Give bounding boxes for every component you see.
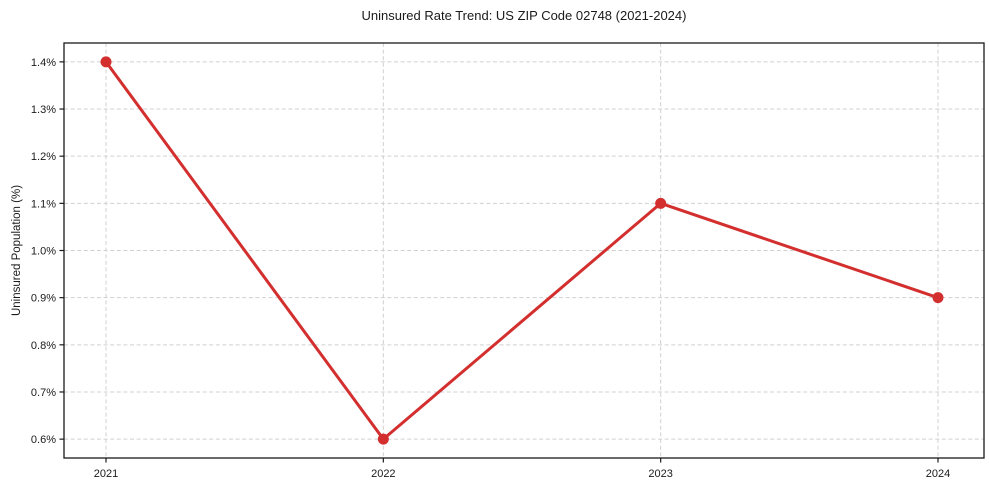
data-point-2023 <box>655 197 667 209</box>
x-tick-label: 2021 <box>94 468 118 480</box>
y-tick-label: 1.3% <box>31 104 56 116</box>
y-tick-label: 0.8% <box>31 340 56 352</box>
y-tick-label: 0.9% <box>31 293 56 305</box>
y-axis-label: Uninsured Population (%) <box>11 185 23 316</box>
x-tick-label: 2024 <box>926 468 950 480</box>
y-tick-label: 1.4% <box>31 57 56 69</box>
x-tick-label: 2023 <box>648 468 672 480</box>
data-point-2021 <box>100 56 112 68</box>
y-tick-label: 0.7% <box>31 387 56 399</box>
x-tick-label: 2022 <box>371 468 395 480</box>
data-point-2022 <box>377 433 389 445</box>
y-tick-label: 1.2% <box>31 151 56 163</box>
y-tick-label: 1.0% <box>31 246 56 258</box>
y-tick-label: 0.6% <box>31 434 56 446</box>
y-tick-label: 1.1% <box>31 198 56 210</box>
data-point-2024 <box>932 292 944 304</box>
data-line <box>104 60 940 441</box>
chart-title: Uninsured Rate Trend: US ZIP Code 02748 … <box>362 8 687 23</box>
plot-area: 0.6% 0.7% 0.8% 0.9% 1.0% 1.1% 1.2% 1.3% 1.4% 2021… <box>31 42 985 480</box>
